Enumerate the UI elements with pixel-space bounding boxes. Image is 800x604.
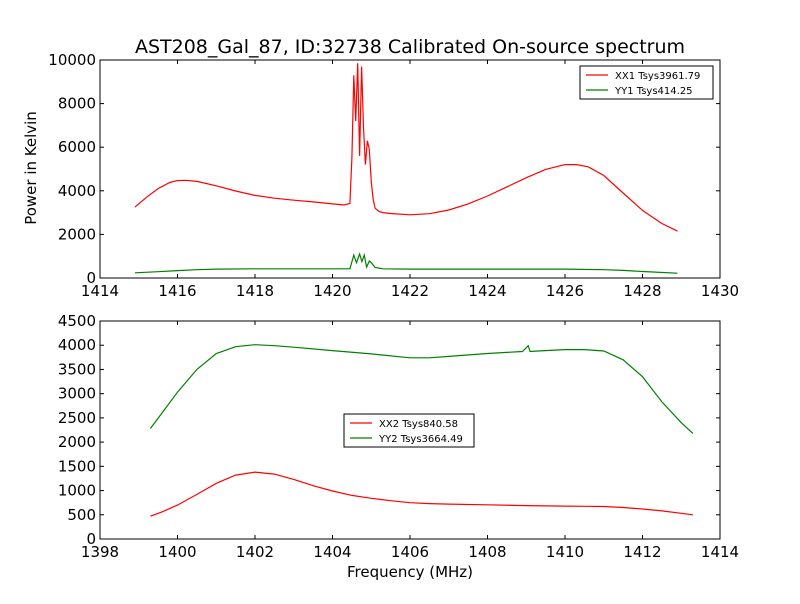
legend-box-1 xyxy=(579,65,714,100)
x-tick-label-1-8: 1430 xyxy=(701,282,739,300)
y-tick-label-1-2: 4000 xyxy=(58,182,96,200)
x-tick-label-1-7: 1428 xyxy=(623,282,661,300)
y-tick-label-1-3: 6000 xyxy=(58,138,96,156)
x-tick-label-1-0: 1414 xyxy=(81,282,119,300)
x-tick-label-2-5: 1408 xyxy=(468,543,506,561)
legend-label-2-1: XX2 Tsys840.58 xyxy=(379,419,458,430)
x-tick-label-2-0: 1398 xyxy=(81,543,119,561)
y-axis-label: Power in Kelvin xyxy=(22,111,40,225)
y-tick-label-2-2: 1000 xyxy=(58,482,96,500)
y-tick-label-1-4: 8000 xyxy=(58,95,96,113)
series-line-1-2 xyxy=(134,252,678,274)
x-tick-label-2-3: 1404 xyxy=(313,543,351,561)
legend-label-1-2: YY1 Tsys414.25 xyxy=(614,86,693,97)
x-tick-label-2-8: 1414 xyxy=(701,543,739,561)
legend-label-2-2: YY2 Tsys3664.49 xyxy=(378,434,463,445)
series-line-1-1 xyxy=(134,63,678,232)
y-tick-label-2-6: 3000 xyxy=(58,385,96,403)
x-tick-label-2-1: 1400 xyxy=(158,543,196,561)
y-tick-label-2-0: 0 xyxy=(86,530,96,548)
legend-1: XX1 Tsys3961.79 YY1 Tsys414.25 xyxy=(579,65,714,100)
y-tick-label-2-8: 4000 xyxy=(58,336,96,354)
chart-1: 1414 1416 1418 1420 1422 1424 1426 1428 1430 0 200… xyxy=(48,51,739,300)
chart-title: AST208_Gal_87, ID:32738 Calibrated On-so… xyxy=(135,36,685,58)
x-tick-label-1-4: 1422 xyxy=(391,282,429,300)
x-tick-label-1-5: 1424 xyxy=(468,282,506,300)
series-line-2-2 xyxy=(149,344,694,434)
y-tick-label-1-1: 2000 xyxy=(58,225,96,243)
y-tick-label-2-1: 500 xyxy=(67,506,96,524)
x-tick-label-1-6: 1426 xyxy=(546,282,584,300)
x-tick-label-2-4: 1406 xyxy=(391,543,429,561)
x-tick-label-1-1: 1416 xyxy=(158,282,196,300)
x-tick-label-2-6: 1410 xyxy=(546,543,584,561)
y-tick-label-2-5: 2500 xyxy=(58,409,96,427)
y-tick-label-2-3: 1500 xyxy=(58,457,96,475)
x-tick-label-1-2: 1418 xyxy=(236,282,274,300)
series-line-2-1 xyxy=(150,471,693,517)
y-tick-label-1-0: 0 xyxy=(86,269,96,287)
x-tick-label-2-2: 1402 xyxy=(236,543,274,561)
chart-2: 1398 1400 1402 1404 1406 1408 1410 1412 1414 0 500… xyxy=(58,312,739,561)
y-tick-label-2-4: 2000 xyxy=(58,433,96,451)
x-tick-label-2-7: 1412 xyxy=(623,543,661,561)
y-tick-label-1-5: 10000 xyxy=(48,51,96,69)
legend-label-1-1: XX1 Tsys3961.79 xyxy=(615,71,700,82)
x-tick-label-1-3: 1420 xyxy=(313,282,351,300)
y-tick-label-2-7: 3500 xyxy=(58,360,96,378)
legend-box-2 xyxy=(343,413,475,448)
y-tick-label-2-9: 4500 xyxy=(58,312,96,330)
legend-2: XX2 Tsys840.58 YY2 Tsys3664.49 xyxy=(343,413,475,448)
x-axis-label: Frequency (MHz) xyxy=(347,563,473,581)
